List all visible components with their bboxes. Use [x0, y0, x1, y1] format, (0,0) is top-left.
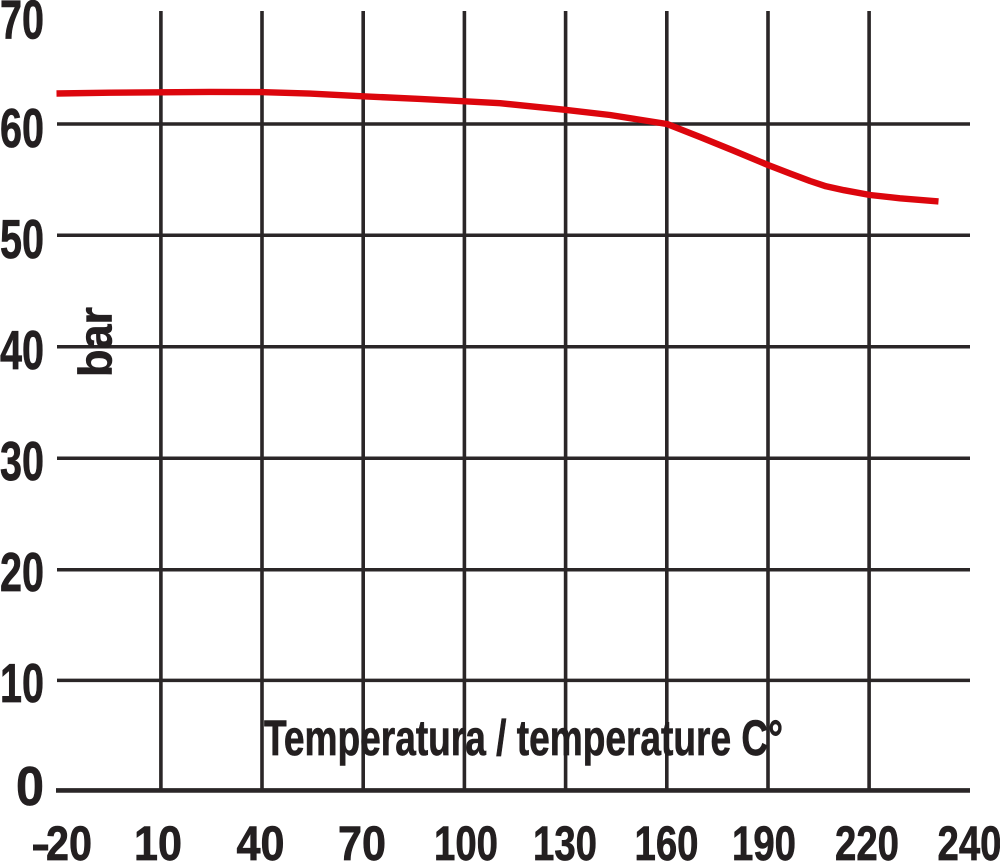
svg-text:0: 0 [16, 755, 44, 817]
svg-text:10: 10 [134, 817, 182, 862]
svg-text:40: 40 [237, 817, 285, 862]
svg-text:50: 50 [0, 208, 44, 270]
svg-text:20: 20 [46, 817, 92, 862]
svg-text:70: 70 [338, 817, 386, 862]
svg-text:160: 160 [635, 817, 699, 862]
svg-text:190: 190 [732, 817, 796, 862]
svg-text:40: 40 [0, 319, 44, 381]
svg-text:10: 10 [0, 652, 44, 714]
svg-text:100: 100 [434, 817, 498, 862]
svg-text:Temperatura / temperature C°: Temperatura / temperature C° [264, 710, 783, 766]
svg-text:130: 130 [533, 817, 597, 862]
svg-text:20: 20 [0, 541, 44, 603]
svg-text:220: 220 [835, 817, 899, 862]
svg-text:60: 60 [0, 97, 44, 159]
svg-text:bar: bar [69, 307, 122, 377]
svg-text:70: 70 [0, 0, 44, 51]
svg-text:30: 30 [0, 430, 44, 492]
svg-text:240: 240 [938, 817, 1000, 862]
